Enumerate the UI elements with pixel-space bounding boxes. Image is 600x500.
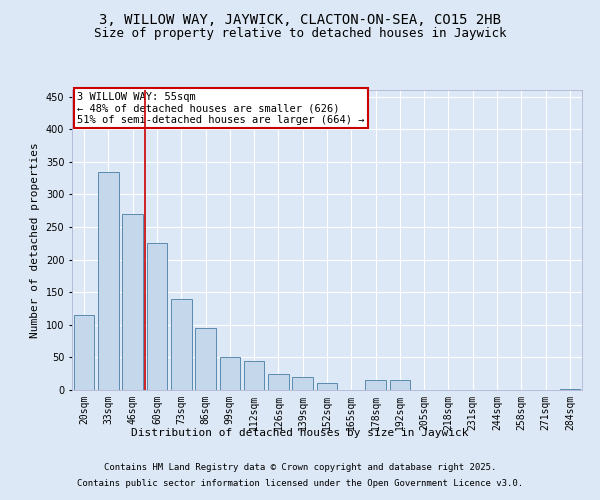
Bar: [292, 377, 313, 390]
Text: Size of property relative to detached houses in Jaywick: Size of property relative to detached ho…: [94, 28, 506, 40]
Text: Distribution of detached houses by size in Jaywick: Distribution of detached houses by size …: [131, 428, 469, 438]
Bar: [195, 328, 216, 390]
Bar: [146, 244, 167, 390]
Bar: [317, 384, 337, 390]
Bar: [171, 298, 191, 390]
Text: 3 WILLOW WAY: 55sqm
← 48% of detached houses are smaller (626)
51% of semi-detac: 3 WILLOW WAY: 55sqm ← 48% of detached ho…: [77, 92, 365, 124]
Bar: [389, 380, 410, 390]
Bar: [268, 374, 289, 390]
Bar: [560, 388, 580, 390]
Bar: [98, 172, 119, 390]
Text: Contains HM Land Registry data © Crown copyright and database right 2025.: Contains HM Land Registry data © Crown c…: [104, 464, 496, 472]
Y-axis label: Number of detached properties: Number of detached properties: [30, 142, 40, 338]
Bar: [74, 315, 94, 390]
Bar: [220, 358, 240, 390]
Bar: [365, 380, 386, 390]
Text: 3, WILLOW WAY, JAYWICK, CLACTON-ON-SEA, CO15 2HB: 3, WILLOW WAY, JAYWICK, CLACTON-ON-SEA, …: [99, 12, 501, 26]
Bar: [244, 360, 265, 390]
Text: Contains public sector information licensed under the Open Government Licence v3: Contains public sector information licen…: [77, 478, 523, 488]
Bar: [122, 214, 143, 390]
